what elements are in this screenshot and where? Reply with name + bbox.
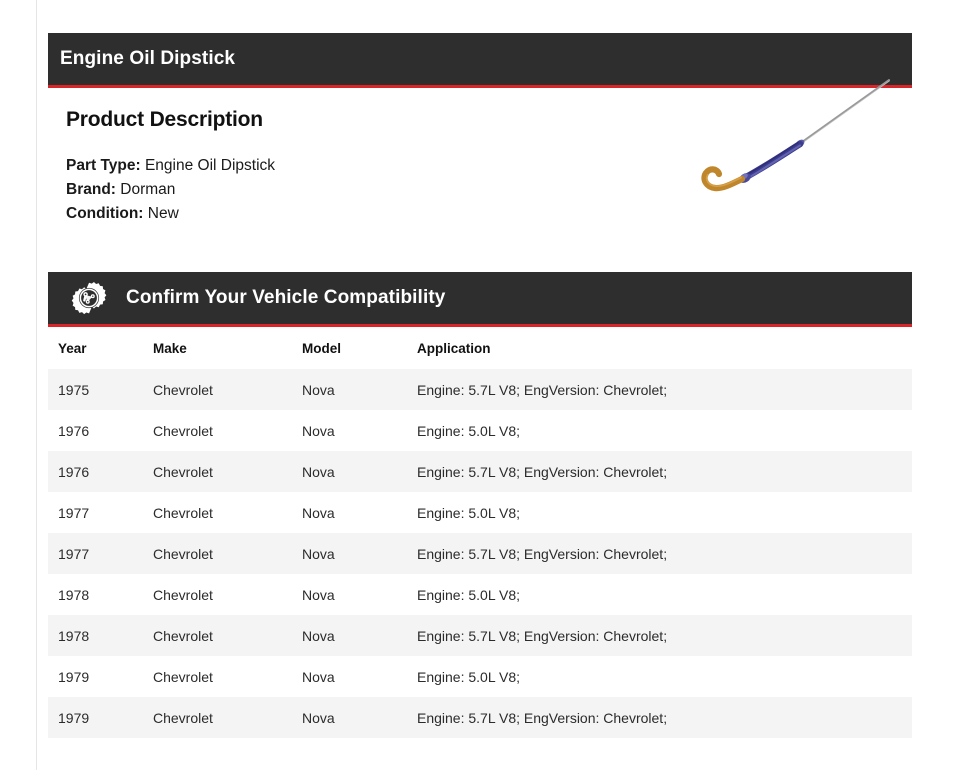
table-row: 1978 Chevrolet Nova Engine: 5.7L V8; EngVer… — [48, 615, 912, 656]
gear-wrench-icon — [70, 279, 108, 317]
cell-year: 1978 — [58, 586, 90, 603]
spec-label-condition: Condition: — [66, 205, 144, 222]
cell-application: Engine: 5.7L V8; EngVersion: Chevrolet; — [417, 545, 668, 562]
spec-value-part-type: Engine Oil Dipstick — [144, 157, 276, 174]
cell-application: Engine: 5.7L V8; EngVersion: Chevrolet; — [417, 627, 668, 644]
dipstick-illustration — [701, 79, 890, 192]
product-title-bar: Engine Oil Dipstick — [48, 33, 912, 88]
cell-year: 1977 — [58, 545, 90, 562]
page-left-divider — [36, 0, 37, 770]
cell-year: 1979 — [58, 668, 90, 685]
cell-application: Engine: 5.0L V8; — [417, 504, 521, 521]
cell-make: Chevrolet — [153, 627, 213, 644]
cell-year: 1979 — [58, 709, 90, 726]
cell-model: Nova — [302, 668, 335, 685]
product-title: Engine Oil Dipstick — [60, 48, 236, 69]
cell-model: Nova — [302, 586, 335, 603]
column-header-year: Year — [48, 327, 143, 369]
cell-model: Nova — [302, 545, 335, 562]
cell-model: Nova — [302, 627, 335, 644]
compatibility-title-bar: Confirm Your Vehicle Compatibility — [48, 272, 912, 327]
table-row: 1979 Chevrolet Nova Engine: 5.7L V8; EngVer… — [48, 697, 912, 738]
compatibility-title: Confirm Your Vehicle Compatibility — [126, 287, 446, 308]
spec-label-part-type: Part Type: — [66, 157, 141, 174]
table-row: 1977 Chevrolet Nova Engine: 5.7L V8; EngVer… — [48, 533, 912, 574]
cell-application: Engine: 5.0L V8; — [417, 422, 521, 439]
cell-model: Nova — [302, 381, 335, 398]
cell-model: Nova — [302, 463, 335, 480]
spec-value-brand: Dorman — [120, 181, 176, 198]
cell-year: 1976 — [58, 463, 90, 480]
spec-row-brand: Brand: Dorman — [66, 178, 912, 202]
table-row: 1978 Chevrolet Nova Engine: 5.0L V8; — [48, 574, 912, 615]
spec-label-brand: Brand: — [66, 181, 116, 198]
column-header-model: Model — [292, 327, 407, 369]
table-row: 1976 Chevrolet Nova Engine: 5.7L V8; EngVer… — [48, 451, 912, 492]
cell-model: Nova — [302, 504, 335, 521]
table-row: 1976 Chevrolet Nova Engine: 5.0L V8; — [48, 410, 912, 451]
spec-row-condition: Condition: New — [66, 202, 912, 226]
cell-year: 1976 — [58, 422, 90, 439]
table-row: 1975 Chevrolet Nova Engine: 5.7L V8; EngVer… — [48, 369, 912, 410]
cell-application: Engine: 5.7L V8; EngVersion: Chevrolet; — [417, 463, 668, 480]
cell-application: Engine: 5.7L V8; EngVersion: Chevrolet; — [417, 709, 668, 726]
column-header-make: Make — [143, 327, 292, 369]
table-row: 1977 Chevrolet Nova Engine: 5.0L V8; — [48, 492, 912, 533]
cell-make: Chevrolet — [153, 586, 213, 603]
cell-year: 1975 — [58, 381, 90, 398]
cell-make: Chevrolet — [153, 381, 213, 398]
cell-make: Chevrolet — [153, 463, 213, 480]
cell-make: Chevrolet — [153, 709, 213, 726]
compatibility-table-head: Year Make Model Application — [48, 327, 912, 369]
cell-make: Chevrolet — [153, 504, 213, 521]
cell-application: Engine: 5.7L V8; EngVersion: Chevrolet; — [417, 381, 668, 398]
cell-model: Nova — [302, 422, 335, 439]
cell-model: Nova — [302, 709, 335, 726]
compatibility-table: Year Make Model Application 1975 Chevrole… — [48, 327, 912, 738]
cell-make: Chevrolet — [153, 545, 213, 562]
cell-application: Engine: 5.0L V8; — [417, 586, 521, 603]
product-image — [684, 70, 904, 195]
vehicle-compatibility-section: Confirm Your Vehicle Compatibility Year … — [48, 272, 912, 738]
cell-make: Chevrolet — [153, 668, 213, 685]
spec-value-condition: New — [147, 205, 179, 222]
product-description-body: Product Description Part Type: Engine Oi… — [48, 79, 912, 238]
cell-application: Engine: 5.0L V8; — [417, 668, 521, 685]
product-description-section: Engine Oil Dipstick Product Description … — [48, 33, 912, 238]
compatibility-table-body: 1975 Chevrolet Nova Engine: 5.7L V8; EngVer… — [48, 369, 912, 738]
cell-year: 1977 — [58, 504, 90, 521]
table-row: 1979 Chevrolet Nova Engine: 5.0L V8; — [48, 656, 912, 697]
column-header-application: Application — [407, 327, 912, 369]
table-header-row: Year Make Model Application — [48, 327, 912, 369]
cell-year: 1978 — [58, 627, 90, 644]
gear-wrench-icon-glyph — [71, 281, 107, 315]
page-title: Product Description — [66, 108, 263, 131]
spec-row-part-type: Part Type: Engine Oil Dipstick — [66, 154, 912, 178]
cell-make: Chevrolet — [153, 422, 213, 439]
